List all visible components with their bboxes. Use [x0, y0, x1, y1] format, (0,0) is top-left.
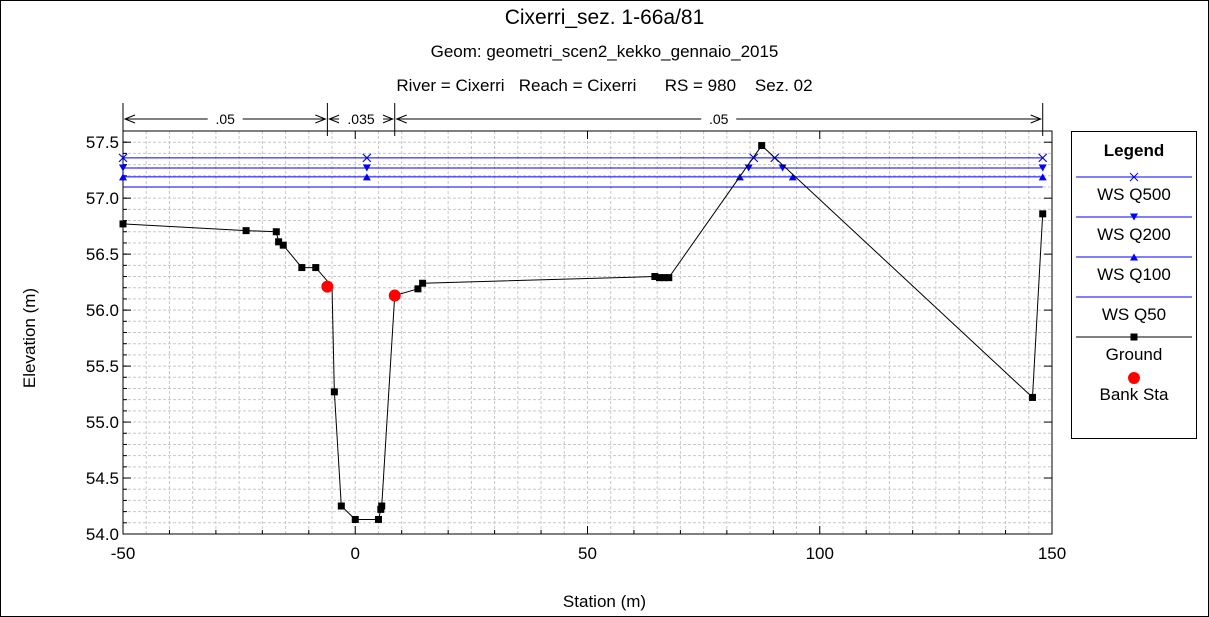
point-bank-sta — [388, 289, 401, 302]
y-tick-label: 55.0 — [86, 413, 119, 432]
legend-label: Ground — [1105, 345, 1163, 364]
point-ground — [414, 285, 422, 293]
x-tick-label: -50 — [111, 544, 136, 563]
manning-label: .05 — [709, 111, 729, 127]
point-ws-q100 — [788, 173, 797, 181]
legend-symbol-ws-q100 — [1076, 253, 1192, 261]
x-tick-label: 0 — [351, 544, 360, 563]
legend-symbol-bank-sta — [1128, 372, 1140, 384]
legend-entry-ws-q200: WS Q200 — [1072, 210, 1196, 250]
x-tick-label: 50 — [578, 544, 597, 563]
legend-symbol-ground — [1076, 333, 1192, 341]
y-tick-label: 55.5 — [86, 357, 119, 376]
y-axis-label: Elevation (m) — [20, 287, 39, 389]
y-tick-label: 56.5 — [86, 245, 119, 264]
point-ground — [279, 241, 287, 249]
point-ground — [374, 515, 382, 523]
point-ws-q100 — [362, 173, 371, 181]
point-ground — [419, 279, 427, 287]
point-ws-q200 — [1038, 164, 1047, 172]
point-ground — [1039, 210, 1047, 218]
legend-entry-ws-q50: WS Q50 — [1072, 290, 1196, 330]
point-ws-q500 — [362, 153, 372, 163]
legend-entry-ws-q500: WS Q500 — [1072, 170, 1196, 210]
chart-subtitle-river: River = Cixerri Reach = Cixerri RS = 980… — [396, 76, 813, 95]
point-ws-q100 — [119, 173, 127, 181]
manning-arrow-left — [123, 114, 136, 124]
point-ground — [272, 228, 280, 236]
point-ground — [651, 273, 659, 281]
y-tick-label: 57.0 — [86, 189, 119, 208]
point-ground — [275, 238, 283, 246]
legend-label: WS Q50 — [1101, 305, 1167, 324]
manning-label-bg — [701, 110, 737, 128]
manning-arrow-left — [328, 114, 340, 124]
y-tick-label: 57.5 — [86, 133, 119, 152]
manning-arrow-right — [382, 114, 395, 124]
legend-label: WS Q100 — [1097, 265, 1171, 284]
manning-arrow-right — [315, 114, 327, 124]
point-ws-q200 — [362, 164, 371, 172]
manning-label-bg — [339, 110, 384, 128]
x-tick-label: 150 — [1038, 544, 1066, 563]
point-ground — [242, 227, 250, 235]
point-ground — [312, 264, 320, 272]
point-ground — [655, 274, 663, 282]
chart-title: Cixerri_sez. 1-66a/81 — [504, 6, 705, 29]
point-ws-q500 — [1038, 153, 1048, 163]
legend-symbol-ws-q200 — [1076, 213, 1192, 221]
point-ws-q500 — [118, 153, 128, 163]
point-ground — [665, 274, 673, 282]
legend-entry-ground: Ground — [1072, 330, 1196, 370]
legend-label: WS Q200 — [1097, 225, 1171, 244]
manning-label-bg — [207, 110, 243, 128]
x-tick-label: 100 — [806, 544, 834, 563]
point-ground — [337, 502, 345, 510]
manning-arrow-left — [395, 114, 407, 124]
legend-entry-ws-q100: WS Q100 — [1072, 250, 1196, 290]
y-tick-label: 54.0 — [86, 525, 119, 544]
legend-label: Bank Sta — [1099, 385, 1169, 404]
legend-symbol-ws-q500 — [1076, 172, 1192, 182]
point-ground — [298, 264, 306, 272]
y-tick-label: 56.0 — [86, 301, 119, 320]
legend-symbol-ws-q50 — [1076, 296, 1192, 298]
chart-subtitle-geometry: Geom: geometri_scen2_kekko_gennaio_2015 — [430, 42, 779, 61]
point-ground — [351, 515, 359, 523]
manning-label: .035 — [347, 111, 374, 127]
point-ground — [378, 502, 386, 510]
point-bank-sta — [321, 280, 334, 293]
point-ground — [1028, 393, 1036, 401]
y-tick-label: 54.5 — [86, 469, 119, 488]
manning-arrow-right — [1030, 114, 1043, 124]
point-ws-q100 — [1038, 173, 1047, 181]
point-ground — [330, 388, 338, 396]
point-ground — [660, 274, 668, 282]
x-axis-label: Station (m) — [562, 592, 647, 611]
manning-label: .05 — [215, 111, 235, 127]
point-ground — [758, 142, 766, 150]
point-ws-q200 — [119, 164, 127, 172]
legend-entry-bank-sta: Bank Sta — [1072, 370, 1196, 410]
legend-label: WS Q500 — [1097, 185, 1171, 204]
point-ground — [119, 220, 127, 228]
legend: Legend WS Q500 WS Q200 WS Q100 WS Q50 Ground… — [1071, 131, 1197, 439]
legend-title: Legend — [1103, 141, 1165, 160]
